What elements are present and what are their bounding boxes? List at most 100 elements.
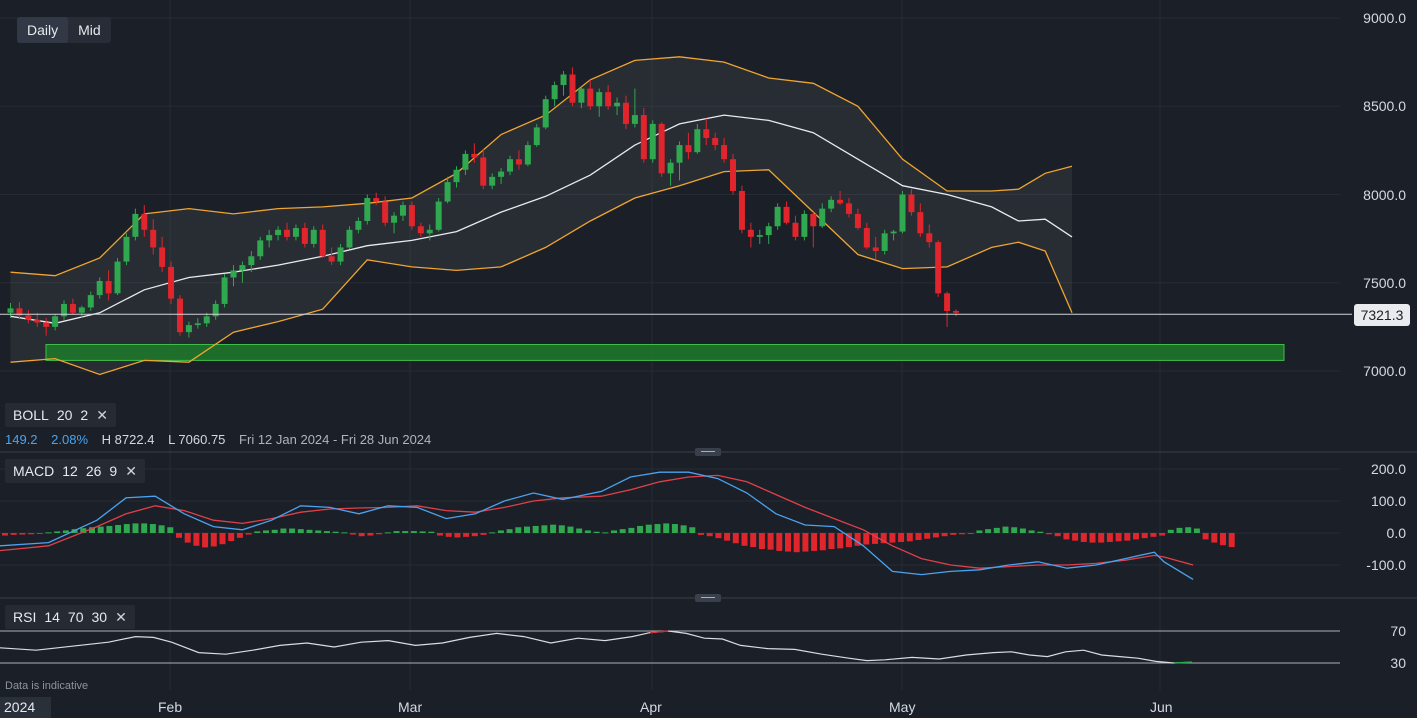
candle-body <box>631 115 638 124</box>
candle-body <box>266 235 273 241</box>
macd-histogram-bar <box>785 533 791 552</box>
candle-body <box>43 322 50 327</box>
rsi-oversold-segment <box>1173 661 1193 664</box>
macd-histogram-bar <box>576 528 583 533</box>
candle-body <box>248 256 255 266</box>
macd-histogram-bar <box>671 524 678 533</box>
candle-body <box>908 194 915 213</box>
price-stats: 149.2 2.08% H 8722.4 L 7060.75 Fri 12 Ja… <box>5 432 441 447</box>
candle-body <box>426 229 433 234</box>
macd-histogram-bar <box>236 533 243 538</box>
macd-histogram-bar <box>1019 528 1026 533</box>
macd-histogram-bar <box>489 532 496 534</box>
macd-histogram-bar <box>724 533 731 541</box>
macd-histogram-bar <box>1150 533 1157 537</box>
boll-indicator-label[interactable]: BOLL 20 2 ✕ <box>5 403 116 427</box>
candle-body <box>168 266 175 299</box>
candle-body <box>676 145 683 163</box>
candle-body <box>105 280 112 294</box>
macd-histogram-bar <box>463 533 470 537</box>
macd-histogram-bar <box>819 533 826 551</box>
boll-name: BOLL <box>13 407 49 423</box>
macd-histogram-bar <box>898 533 905 542</box>
upper-band-line <box>10 56 1073 277</box>
macd-histogram-bar <box>689 527 696 533</box>
macd-histogram-bar <box>123 524 130 533</box>
rsi-lower: 30 <box>91 609 108 625</box>
macd-histogram-bar <box>289 528 296 533</box>
date-range: Fri 12 Jan 2024 - Fri 28 Jun 2024 <box>239 432 432 447</box>
macd-histogram-bar <box>1176 527 1183 533</box>
candle-body <box>703 129 710 139</box>
candle-body <box>203 316 210 324</box>
candle-body <box>881 233 888 251</box>
macd-histogram-bar <box>176 533 182 538</box>
candle-body <box>417 226 424 234</box>
candle-body <box>489 176 496 186</box>
price-tick-label: 9000.0 <box>1363 10 1406 26</box>
macd-histogram-bar <box>80 528 87 533</box>
macd-histogram-bar <box>271 529 278 533</box>
candle-body <box>382 201 389 223</box>
candle-body <box>69 303 76 313</box>
price-tick-label: 8500.0 <box>1363 98 1406 114</box>
macd-histogram-bar <box>550 524 557 533</box>
rsi-indicator-label[interactable]: RSI 14 70 30 ✕ <box>5 605 135 629</box>
candle-body <box>738 190 745 230</box>
macd-panel <box>0 468 1340 580</box>
close-icon[interactable]: ✕ <box>115 608 127 625</box>
candle-body <box>52 316 59 327</box>
close-icon[interactable]: ✕ <box>125 462 137 479</box>
candle-body <box>935 242 942 294</box>
candle-body <box>444 182 451 202</box>
candle-body <box>480 157 487 186</box>
macd-histogram-bar <box>132 523 139 533</box>
macd-histogram-bar <box>541 525 548 533</box>
macd-histogram-bar <box>1133 533 1139 540</box>
macd-histogram-bar <box>471 533 478 537</box>
month-label-may: May <box>889 699 916 715</box>
candle-body <box>756 235 763 237</box>
panel-resize-handle-macd[interactable] <box>695 448 721 456</box>
close-icon[interactable]: ✕ <box>96 406 108 423</box>
candle-body <box>560 74 567 86</box>
macd-histogram-bar <box>558 525 565 533</box>
timeframe-selector: Daily Mid <box>17 17 111 43</box>
timeframe-daily-button[interactable]: Daily <box>17 17 69 43</box>
candle-body <box>605 92 612 107</box>
macd-histogram-bar <box>1072 533 1079 541</box>
panel-resize-handle-rsi[interactable] <box>695 594 721 602</box>
macd-signal: 9 <box>109 463 118 479</box>
candle-body <box>944 293 951 311</box>
support-zone <box>45 344 1285 361</box>
change-percent: 2.08% <box>51 432 89 447</box>
candle-body <box>275 229 282 236</box>
macd-histogram-bar <box>889 533 896 543</box>
candle-body <box>310 229 317 244</box>
candle-body <box>524 145 531 165</box>
macd-histogram-bar <box>967 533 974 534</box>
candle-body <box>614 102 621 107</box>
macd-tick-label: 200.0 <box>1370 461 1406 477</box>
macd-histogram-bar <box>758 533 765 549</box>
macd-histogram-bar <box>210 533 217 547</box>
high-value: H 8722.4 <box>101 432 155 447</box>
macd-indicator-label[interactable]: MACD 12 26 9 ✕ <box>5 459 145 483</box>
signal-line <box>0 474 1194 569</box>
macd-histogram-bar <box>1115 533 1122 542</box>
macd-histogram-bar <box>837 533 844 549</box>
price-type-mid-button[interactable]: Mid <box>78 22 101 38</box>
macd-histogram-bar <box>393 531 400 533</box>
candle-body <box>337 247 344 262</box>
candle-body <box>569 74 576 103</box>
macd-histogram-bar <box>1002 526 1009 533</box>
candle-body <box>78 307 85 313</box>
candle-body <box>863 228 870 248</box>
macd-histogram-bar <box>184 533 191 543</box>
macd-histogram-bar <box>245 533 252 535</box>
macd-histogram-bar <box>323 531 330 533</box>
macd-histogram-bar <box>384 532 391 534</box>
candle-body <box>667 162 674 174</box>
band-area <box>10 56 1072 375</box>
